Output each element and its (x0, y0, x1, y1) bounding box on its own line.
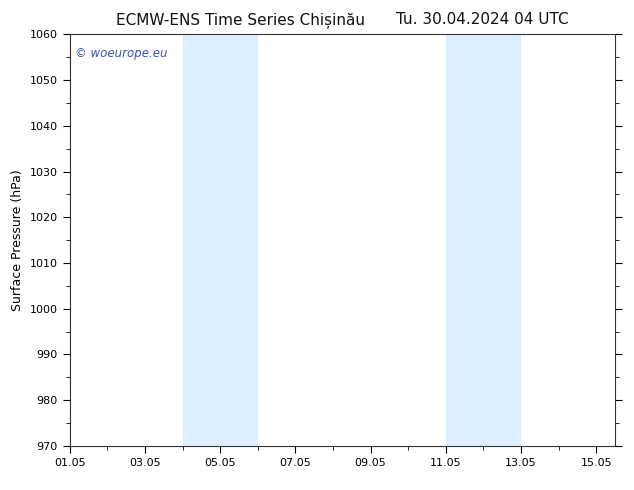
Text: Tu. 30.04.2024 04 UTC: Tu. 30.04.2024 04 UTC (396, 12, 568, 27)
Bar (183, 34, 220, 446)
Text: ECMW-ENS Time Series Chișinău: ECMW-ENS Time Series Chișinău (117, 12, 365, 28)
Text: © woeurope.eu: © woeurope.eu (75, 47, 167, 60)
Bar (446, 34, 483, 446)
Bar (220, 34, 258, 446)
Bar (483, 34, 521, 446)
Y-axis label: Surface Pressure (hPa): Surface Pressure (hPa) (11, 169, 24, 311)
